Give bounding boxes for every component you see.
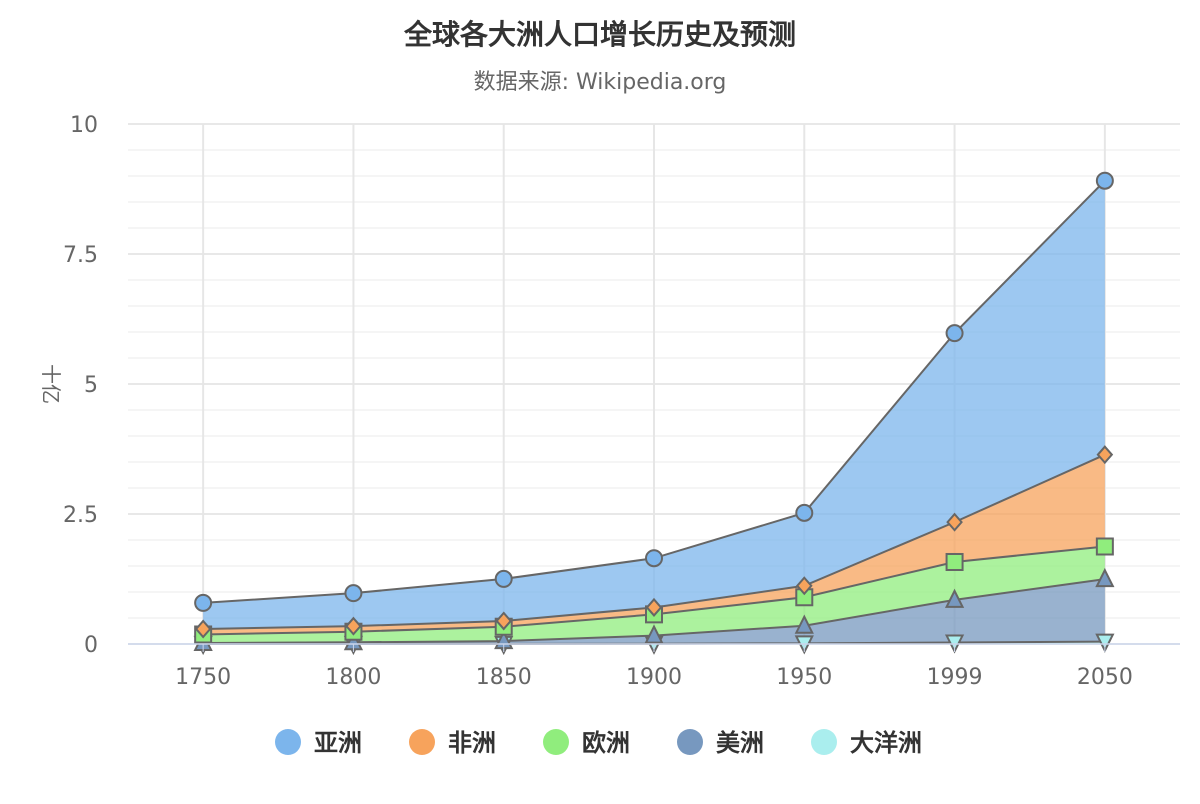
data-point-非洲 [795,576,813,596]
data-point-美洲 [1095,567,1115,588]
legend-item-非洲[interactable]: 非洲 [409,729,496,757]
y-tick-label: 5 [84,373,98,398]
data-point-非洲 [194,619,212,639]
legend-symbol [409,729,435,755]
data-point-亚洲 [494,569,513,588]
x-tick-label: 1750 [175,665,231,690]
x-tick-label: 1850 [476,665,532,690]
data-point-亚洲 [795,503,814,522]
x-tick-label: 1950 [776,665,832,690]
x-tick-label: 1800 [325,665,381,690]
legend-item-亚洲[interactable]: 亚洲 [275,729,362,757]
data-point-亚洲 [645,549,663,568]
y-tick-label: 0 [84,633,98,658]
data-point-非洲 [1096,445,1114,465]
data-point-非洲 [946,512,963,532]
x-tick-label: 2050 [1077,665,1133,690]
data-point-非洲 [495,611,513,631]
y-axis-title: 十亿 [39,364,63,404]
data-point-欧洲 [945,552,964,571]
legend-label: 美洲 [716,729,764,757]
data-point-美洲 [944,588,965,608]
data-point-亚洲 [194,593,213,612]
chart-subtitle: 数据来源: Wikipedia.org [474,70,727,95]
data-point-亚洲 [344,584,363,603]
legend-symbol [543,729,569,755]
legend-label: 非洲 [448,729,496,757]
x-tick-label: 1900 [626,665,682,690]
y-tick-label: 7.5 [63,243,98,268]
area-美洲 [203,579,1105,644]
area-亚洲 [203,180,1105,629]
legend-item-大洋洲[interactable]: 大洋洲 [811,729,922,757]
data-point-美洲 [794,614,814,634]
chart-title: 全球各大洲人口增长历史及预测 [403,18,796,51]
data-point-欧洲 [1095,537,1114,556]
legend-symbol [677,729,703,755]
data-point-非洲 [345,616,362,636]
legend-item-美洲[interactable]: 美洲 [677,729,764,757]
area-非洲 [203,454,1105,635]
y-tick-label: 2.5 [63,503,98,528]
legend-label: 欧洲 [582,729,630,757]
data-point-美洲 [644,624,664,644]
legend-item-欧洲[interactable]: 欧洲 [543,729,630,757]
legend-label: 大洋洲 [850,729,922,757]
data-point-大洋洲 [1095,633,1115,653]
y-tick-label: 10 [70,113,98,138]
data-point-非洲 [645,597,663,617]
x-tick-label: 1999 [927,665,983,690]
legend-symbol [275,729,301,755]
legend-label: 亚洲 [314,729,362,757]
legend-symbol [811,729,837,755]
data-point-亚洲 [945,324,964,343]
data-point-亚洲 [1095,171,1114,190]
